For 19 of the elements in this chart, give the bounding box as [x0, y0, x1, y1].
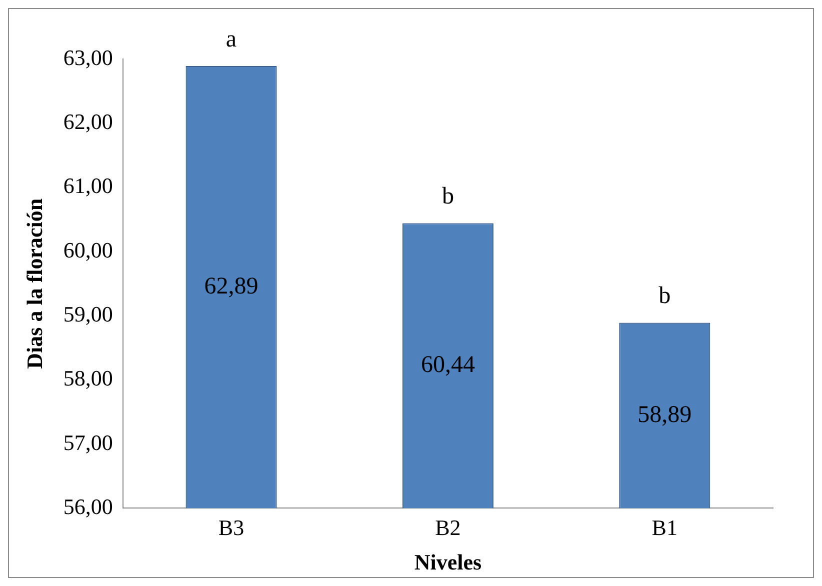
x-axis-title: Niveles: [414, 549, 482, 574]
data-label: 60,44: [420, 352, 475, 378]
y-tick-label: 60,00: [63, 237, 113, 262]
annotation: b: [658, 283, 671, 310]
x-tick-label: B2: [435, 515, 461, 540]
annotation: a: [226, 26, 237, 52]
data-label: 62,89: [204, 273, 258, 300]
data-label: 58,89: [638, 402, 692, 428]
y-tick-label: 56,00: [63, 494, 113, 519]
y-tick-label: 59,00: [63, 301, 113, 326]
y-tick-label: 61,00: [63, 173, 113, 198]
y-tick-label: 63,00: [63, 44, 113, 70]
y-tick-label: 62,00: [63, 108, 113, 134]
y-tick-label: 58,00: [63, 366, 113, 391]
annotation: b: [442, 184, 454, 210]
y-axis-title: Dias a la floración: [22, 198, 47, 369]
x-tick-label: B3: [218, 515, 244, 540]
x-tick-label: B1: [652, 515, 678, 540]
y-tick-label: 57,00: [63, 430, 113, 455]
